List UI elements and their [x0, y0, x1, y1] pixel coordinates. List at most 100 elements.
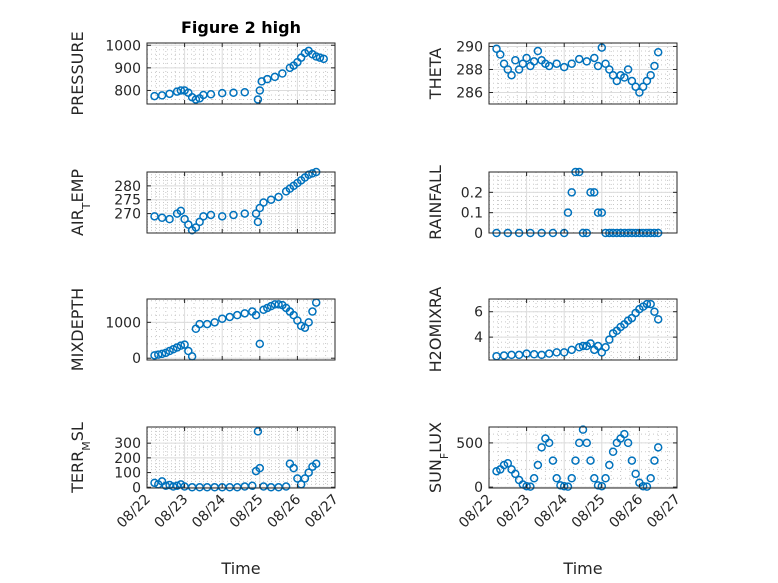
- y-tick-label: 288: [456, 62, 483, 78]
- data-point: [278, 69, 287, 78]
- y-tick-label: 200: [114, 451, 141, 467]
- data-point: [608, 447, 618, 457]
- data-point: [586, 188, 595, 197]
- data-point: [150, 91, 159, 101]
- data-point: [529, 474, 539, 483]
- data-point: [296, 53, 306, 62]
- data-point: [537, 443, 546, 452]
- data-point: [248, 481, 257, 491]
- y-tick-label: 0.1: [461, 206, 483, 222]
- data-point: [202, 319, 212, 329]
- data-point: [563, 208, 573, 217]
- subplot-6: 0100200300TERRMSL08/2208/2308/2408/2508/…: [68, 422, 342, 578]
- data-point: [620, 429, 629, 439]
- data-point: [191, 223, 201, 232]
- data-point: [507, 350, 516, 360]
- data-point: [559, 481, 569, 491]
- data-point: [176, 341, 186, 350]
- x-tick-label: 08/26: [264, 491, 304, 531]
- subplot-4: 0 1000 MIXDEPTH: [68, 288, 336, 371]
- y-tick-label: 4: [474, 330, 483, 346]
- data-point: [496, 50, 505, 59]
- data-point: [627, 76, 637, 86]
- y-tick-label: 0: [132, 351, 141, 367]
- data-point: [642, 482, 652, 491]
- x-tick-label: 08/24: [189, 491, 229, 531]
- data-point: [653, 315, 663, 324]
- y-tick-label: 290: [456, 39, 483, 55]
- data-point: [526, 61, 535, 71]
- data-point: [646, 299, 655, 309]
- data-point: [620, 73, 629, 82]
- data-point: [642, 76, 652, 86]
- data-point: [597, 208, 607, 217]
- data-point: [593, 208, 603, 217]
- x-tick-label: 08/25: [569, 492, 609, 532]
- data-point: [253, 427, 263, 436]
- data-point: [503, 458, 513, 468]
- data-point: [319, 54, 328, 64]
- data-point: [240, 309, 250, 318]
- y-tick-label: 286: [456, 85, 483, 101]
- data-point: [150, 351, 159, 360]
- data-point: [544, 349, 554, 358]
- data-point: [206, 90, 216, 99]
- data-point: [601, 474, 610, 483]
- data-point: [567, 474, 576, 483]
- data-point: [597, 481, 607, 491]
- data-point: [315, 53, 325, 62]
- data-point: [255, 203, 265, 213]
- subplot-1: 286 288 290 THETA: [426, 39, 678, 105]
- data-point: [206, 210, 216, 220]
- data-point: [187, 352, 197, 361]
- data-point: [165, 89, 174, 99]
- data-point: [191, 95, 201, 104]
- data-point: [552, 59, 561, 68]
- data-point: [514, 350, 524, 360]
- y-axis-label: AIRTEMP: [68, 169, 93, 236]
- data-point: [650, 456, 659, 465]
- data-point: [574, 54, 584, 64]
- data-point: [251, 209, 261, 218]
- data-point: [308, 169, 317, 178]
- y-tick-label: 280: [114, 179, 141, 195]
- axes-box: [146, 171, 336, 234]
- data-point: [304, 468, 313, 477]
- data-point: [529, 350, 539, 359]
- data-point: [217, 88, 227, 98]
- data-point: [195, 319, 204, 329]
- data-point: [590, 53, 599, 63]
- data-point: [229, 88, 238, 97]
- data-point: [281, 482, 291, 491]
- data-point: [601, 59, 610, 68]
- data-point: [503, 65, 513, 74]
- axes-box: [146, 42, 336, 105]
- data-point: [169, 482, 178, 491]
- data-point: [518, 59, 528, 68]
- data-point: [251, 310, 261, 320]
- data-point: [176, 206, 186, 216]
- axes-box: [488, 298, 678, 361]
- data-point: [638, 82, 648, 91]
- data-point: [308, 307, 317, 316]
- data-point: [646, 474, 655, 483]
- data-point: [289, 463, 298, 473]
- data-point: [623, 65, 633, 74]
- data-point: [507, 70, 516, 80]
- x-tick-label: 08/24: [531, 491, 571, 531]
- y-tick-label: 0: [474, 226, 483, 242]
- y-tick-label: 270: [114, 207, 141, 223]
- data-point: [612, 76, 622, 86]
- subplot-3: 0 0.1 0.2 RAINFALL: [426, 165, 678, 242]
- data-point: [229, 210, 238, 220]
- data-point: [533, 46, 543, 56]
- data-point: [311, 298, 321, 307]
- data-point: [635, 88, 644, 97]
- data-point: [514, 65, 524, 74]
- data-point: [184, 220, 193, 229]
- y-axis-label: PRESSURE: [68, 31, 87, 115]
- data-point: [150, 212, 159, 221]
- data-point: [605, 460, 614, 470]
